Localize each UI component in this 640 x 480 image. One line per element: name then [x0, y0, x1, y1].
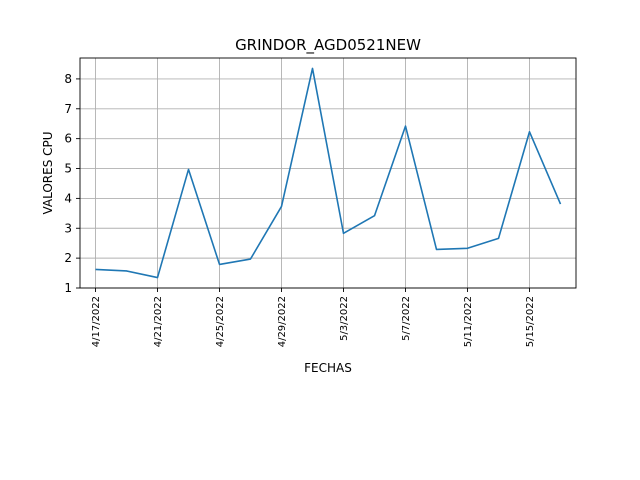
x-tick-label: 4/17/2022 [91, 296, 102, 347]
x-tick-label: 4/21/2022 [153, 296, 164, 347]
y-tick-label: 6 [64, 132, 72, 146]
y-tick-label: 3 [64, 221, 72, 235]
x-tick-label: 4/29/2022 [277, 296, 288, 347]
x-axis-label: FECHAS [304, 361, 352, 375]
y-tick-label: 7 [64, 102, 72, 116]
y-tick-label: 2 [64, 251, 72, 265]
y-tick-label: 4 [64, 191, 72, 205]
x-tick-label: 4/25/2022 [215, 296, 226, 347]
x-tick-label: 5/15/2022 [525, 296, 536, 347]
y-tick-label: 5 [64, 162, 72, 176]
x-axis-ticks: 4/17/2022 4/21/2022 4/25/2022 4/29/2022 5/3/… [91, 288, 536, 347]
grid-lines [80, 58, 576, 289]
y-axis-ticks: 1 2 3 4 5 6 7 8 [64, 72, 80, 295]
y-tick-label: 8 [64, 72, 72, 86]
x-tick-label: 5/7/2022 [401, 296, 412, 341]
y-tick-label: 1 [64, 281, 72, 295]
series-line [95, 67, 562, 279]
y-axis-label: VALORES CPU [41, 131, 55, 214]
x-tick-label: 5/11/2022 [463, 296, 474, 347]
plot-frame [79, 57, 577, 289]
x-tick-label: 5/3/2022 [339, 296, 350, 341]
chart-title: GRINDOR_AGD0521NEW [235, 36, 421, 55]
